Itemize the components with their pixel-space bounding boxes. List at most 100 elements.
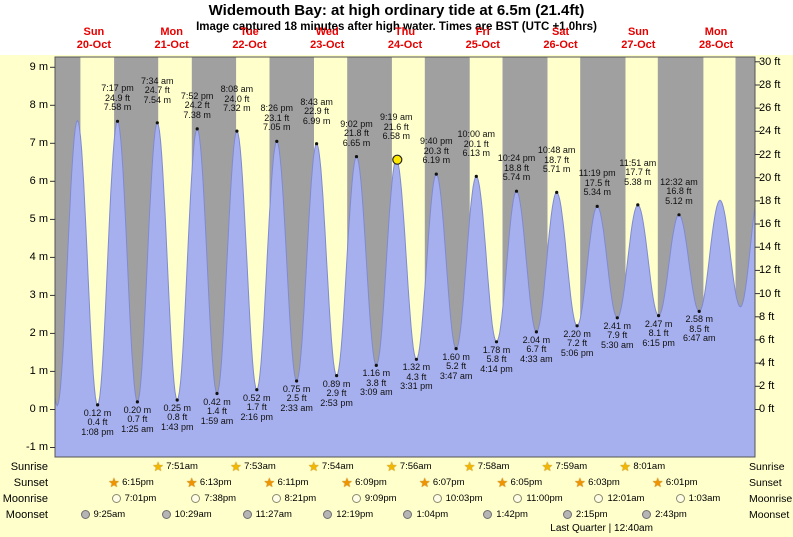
astro-time: 11:27am xyxy=(255,509,292,520)
low-tide-label-line: 1.7 ft xyxy=(246,402,267,413)
low-tide-label-line: 2:33 am xyxy=(280,402,313,413)
low-tide-label-line: 3:47 am xyxy=(439,370,473,381)
day-label: Mon 21-Oct xyxy=(140,26,204,52)
day-name: Mon xyxy=(704,26,728,38)
tide-extreme-dot xyxy=(175,398,179,402)
tide-extreme-dot xyxy=(636,203,640,207)
low-tide-label-line: 0.8 ft xyxy=(167,412,188,423)
sunrise-icon: ★ xyxy=(152,459,164,474)
high-tide-label-line: 6.19 m xyxy=(422,155,451,166)
high-tide-label-line: 7.38 m xyxy=(183,109,211,120)
high-tide-label-line: 5.34 m xyxy=(583,187,611,198)
sunrise-icon: ★ xyxy=(541,459,554,474)
tide-extreme-dot xyxy=(555,190,559,194)
low-tide-label-line: 1:59 am xyxy=(200,415,234,426)
moonrise-icon xyxy=(675,494,685,503)
right-axis-label: 10 ft xyxy=(759,287,781,300)
astro-time: 7:38pm xyxy=(204,493,237,504)
day-name: Sun xyxy=(627,26,649,38)
low-tide-label: 1.32 m 4.3 ft 3:31 pm xyxy=(386,363,446,392)
low-tide-label-line: 6.7 ft xyxy=(526,344,547,355)
high-tide-label-line: 17.5 ft xyxy=(584,177,610,188)
sunrise-icon: ★ xyxy=(307,459,320,474)
tide-extreme-dot xyxy=(255,388,259,392)
astro-time: 2:43pm xyxy=(655,509,687,520)
low-tide-label-line: 0.20 m xyxy=(123,404,152,415)
high-tide-label-line: 7:34 am xyxy=(141,75,174,86)
tide-extreme-dot xyxy=(494,340,499,344)
tide-extreme-dot xyxy=(155,121,159,125)
moonrise-icon xyxy=(432,494,442,503)
astro-time: 2:15pm xyxy=(575,509,608,520)
low-tide-label: 2.20 m 7.2 ft 5:06 pm xyxy=(547,328,607,359)
tide-extreme-dot xyxy=(275,139,279,143)
day-label: Thu 24-Oct xyxy=(373,26,437,52)
low-tide-label-line: 8.1 ft xyxy=(648,328,669,339)
low-tide-label: 1.78 m 5.8 ft 4:14 pm xyxy=(466,344,526,375)
right-axis-label: 2 ft xyxy=(759,380,775,393)
moonset-icon xyxy=(323,510,333,519)
high-tide-label-line: 8:08 am xyxy=(220,84,254,95)
low-tide-label-line: 8.5 ft xyxy=(689,323,710,334)
low-tide-label-line: 6:15 pm xyxy=(642,337,675,348)
astro-time: 8:21pm xyxy=(284,493,317,504)
day-label: Wed 23-Oct xyxy=(295,26,359,52)
moonset-icon xyxy=(562,510,572,519)
low-tide-label-line: 4:33 am xyxy=(520,353,553,364)
high-tide-label: 11:19 pm 17.5 ft 5.34 m xyxy=(567,169,627,198)
tide-extreme-dot xyxy=(295,379,299,383)
high-tide-label-line: 9:40 pm xyxy=(420,136,453,147)
day-date: 24-Oct xyxy=(387,39,423,51)
high-tide-label-line: 24.2 ft xyxy=(184,100,210,111)
low-tide-label-line: 5:06 pm xyxy=(560,347,594,358)
left-axis-label: 5 m xyxy=(29,213,48,226)
left-axis-label: 0 m xyxy=(29,403,48,416)
tide-extreme-dot xyxy=(315,142,319,146)
tide-extreme-dot xyxy=(115,119,120,123)
astro-time: 6:13pm xyxy=(199,477,232,488)
page-title: Widemouth Bay: at high ordinary tide at … xyxy=(208,2,585,19)
low-tide-label-line: 2.5 ft xyxy=(286,393,307,404)
high-tide-label-line: 20.3 ft xyxy=(423,145,449,156)
right-axis-label: 30 ft xyxy=(759,55,781,68)
tide-extreme-dot xyxy=(374,363,378,367)
high-tide-label-line: 5.12 m xyxy=(665,195,693,206)
astro-row-label-left: Moonset xyxy=(5,509,48,521)
astro-row-label-right: Sunset xyxy=(749,477,782,489)
high-tide-label-line: 7.54 m xyxy=(143,94,172,105)
low-tide-label: 2.04 m 6.7 ft 4:33 am xyxy=(506,335,566,365)
low-tide-label-line: 5.2 ft xyxy=(446,361,467,372)
astro-row-label-right: Moonset xyxy=(749,509,790,521)
low-tide-label-line: 0.25 m xyxy=(163,402,191,413)
sunset-icon: ★ xyxy=(574,475,586,490)
moonrise-icon xyxy=(111,494,121,503)
astro-time: 11:00pm xyxy=(526,493,563,504)
low-tide-label-line: 5:30 am xyxy=(601,339,634,350)
day-label: Sat 26-Oct xyxy=(529,26,593,52)
high-tide-label-line: 21.8 ft xyxy=(343,128,369,139)
high-tide-label-line: 8:43 am xyxy=(300,96,333,107)
high-tide-label-line: 18.8 ft xyxy=(503,162,529,173)
astro-row-label-left: Moonrise xyxy=(2,493,48,505)
high-tide-label: 7:52 pm 24.2 ft 7.38 m xyxy=(167,91,227,121)
high-tide-label-line: 5.74 m xyxy=(502,172,531,183)
day-label: Tue 22-Oct xyxy=(217,26,281,52)
astro-time: 6:05pm xyxy=(510,477,543,488)
low-tide-label-line: 1.78 m xyxy=(482,344,511,355)
day-name: Thu xyxy=(394,26,416,38)
low-tide-label-line: 2.20 m xyxy=(563,328,591,339)
low-tide-label: 0.20 m 0.7 ft 1:25 am xyxy=(107,404,167,435)
right-axis-label: 6 ft xyxy=(759,333,775,346)
moonrise-icon xyxy=(191,494,201,503)
sunset-icon: ★ xyxy=(263,475,276,490)
day-date: 22-Oct xyxy=(232,39,267,51)
day-label: Sun 27-Oct xyxy=(606,26,670,52)
day-name: Fri xyxy=(475,26,490,38)
moonset-icon xyxy=(80,510,90,519)
moonrise-icon xyxy=(351,494,361,503)
astro-time: 7:59am xyxy=(555,461,588,472)
sunset-icon: ★ xyxy=(341,475,353,490)
left-axis-label: 9 m xyxy=(29,61,48,74)
high-tide-label-line: 6.13 m xyxy=(462,148,491,159)
low-tide-label-line: 0.52 m xyxy=(243,392,271,403)
